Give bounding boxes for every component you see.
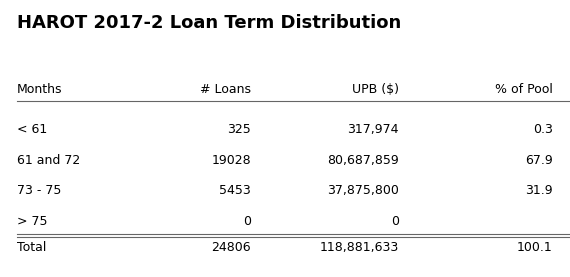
Text: > 75: > 75 <box>17 215 48 228</box>
Text: 325: 325 <box>227 123 251 136</box>
Text: 100.1: 100.1 <box>517 241 553 254</box>
Text: 317,974: 317,974 <box>348 123 399 136</box>
Text: 67.9: 67.9 <box>525 154 553 167</box>
Text: 0: 0 <box>391 215 399 228</box>
Text: 73 - 75: 73 - 75 <box>17 184 62 197</box>
Text: 31.9: 31.9 <box>526 184 553 197</box>
Text: 118,881,633: 118,881,633 <box>320 241 399 254</box>
Text: UPB ($): UPB ($) <box>352 83 399 96</box>
Text: 0.3: 0.3 <box>533 123 553 136</box>
Text: 80,687,859: 80,687,859 <box>327 154 399 167</box>
Text: 19028: 19028 <box>211 154 251 167</box>
Text: 37,875,800: 37,875,800 <box>327 184 399 197</box>
Text: 61 and 72: 61 and 72 <box>17 154 80 167</box>
Text: 5453: 5453 <box>219 184 251 197</box>
Text: HAROT 2017-2 Loan Term Distribution: HAROT 2017-2 Loan Term Distribution <box>17 14 401 32</box>
Text: < 61: < 61 <box>17 123 47 136</box>
Text: 0: 0 <box>243 215 251 228</box>
Text: Total: Total <box>17 241 47 254</box>
Text: # Loans: # Loans <box>200 83 251 96</box>
Text: Months: Months <box>17 83 63 96</box>
Text: 24806: 24806 <box>211 241 251 254</box>
Text: % of Pool: % of Pool <box>495 83 553 96</box>
